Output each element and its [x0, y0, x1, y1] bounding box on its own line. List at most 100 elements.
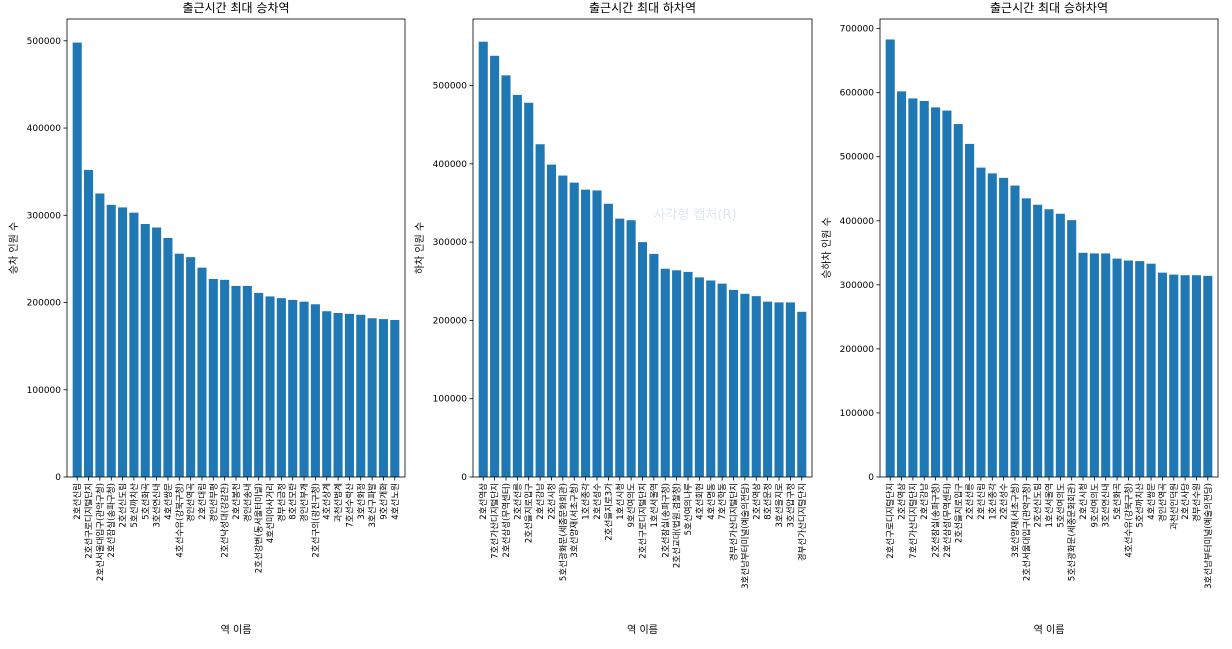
x-tick-label: 4호선쌍문 — [163, 483, 174, 520]
bar — [683, 271, 693, 477]
x-tick-label: 3호선양재(서초구청) — [569, 483, 580, 558]
bar — [1055, 213, 1065, 478]
x-tick-label: 7호선수락산 — [344, 483, 355, 528]
bar — [344, 313, 354, 477]
chart-title: 출근시간 최대 승차역 — [183, 1, 290, 15]
bar — [558, 175, 568, 477]
x-tick-label: 2호선삼성(무역센터) — [942, 483, 953, 558]
bar — [1101, 253, 1111, 477]
y-tick-label: 700000 — [840, 25, 875, 35]
x-tick-label: 5호선까치산 — [1135, 483, 1146, 528]
bar — [288, 299, 298, 477]
bar — [885, 39, 895, 477]
y-tick-label: 100000 — [433, 395, 468, 405]
bar — [1021, 198, 1031, 478]
x-tick-label: 3호선남부터미널(예술의전당) — [740, 483, 751, 589]
x-tick-label: 경인선역곡 — [186, 483, 197, 522]
x-tick-label: 2호선잠실(송파구청) — [931, 483, 942, 558]
bar — [1191, 275, 1201, 477]
x-tick-label: 2호선대림 — [197, 483, 208, 520]
x-tick-label: 1호선서울역 — [649, 483, 660, 528]
x-tick-label: 경부선수원 — [1191, 483, 1202, 522]
bar — [208, 278, 218, 477]
bar — [728, 289, 739, 477]
x-tick-label: 1호선서울역 — [1044, 483, 1055, 528]
x-tick-label: 2호선역삼 — [478, 483, 489, 520]
bar — [174, 253, 184, 477]
bar — [535, 144, 545, 477]
x-tick-label: 3호선압구정 — [785, 483, 796, 528]
x-axis-label: 역 이름 — [221, 624, 252, 636]
x-tick-label: 5호선여의도 — [1055, 483, 1066, 528]
bar — [106, 204, 116, 477]
x-tick-label: 5호선까치산 — [129, 483, 140, 528]
x-tick-label: 2호선교대(법원.검찰청) — [672, 483, 683, 568]
y-tick-label: 500000 — [27, 37, 62, 47]
bar — [356, 314, 366, 477]
bar — [1180, 275, 1190, 477]
x-tick-label: 8호선문정 — [763, 483, 774, 520]
x-tick-label: 2호선강남 — [535, 483, 546, 520]
bar — [490, 55, 500, 478]
bar — [672, 270, 682, 477]
bar — [129, 212, 139, 478]
bar — [919, 100, 929, 478]
bar — [84, 169, 94, 478]
x-axis-label: 역 이름 — [1034, 624, 1065, 636]
bar — [774, 302, 784, 477]
x-tick-label: 3호선구파발 — [367, 483, 378, 528]
bar — [694, 277, 704, 477]
bar — [152, 227, 162, 477]
y-tick-label: 100000 — [27, 386, 62, 396]
chart-boarding-alighting: 출근시간 최대 승하차역 0 100000 200000 300000 400000 500… — [820, 1, 1219, 636]
bar — [942, 110, 952, 477]
bar — [649, 253, 659, 477]
bar — [581, 189, 591, 478]
x-tick-label: 2호선구로디지털단지 — [885, 483, 896, 559]
x-tick-label: 1호선종각 — [987, 483, 998, 520]
bar — [546, 164, 557, 477]
x-tick-label: 5호선광화문(세종문화회관) — [558, 483, 569, 581]
x-tick-label: 4호선노원 — [391, 483, 401, 520]
x-tick-label: 2호선구로디지털단지 — [638, 483, 649, 559]
bar — [220, 279, 230, 477]
x-tick-label: 3호선화정 — [356, 483, 367, 520]
capture-watermark: 사각형 캡처(R) — [653, 208, 736, 223]
bar — [367, 318, 377, 477]
x-tick-label: 2호선신림 — [976, 483, 987, 520]
x-tick-label: 7호선가산디지털단지 — [490, 483, 501, 559]
x-tick-label: 2호선을지로입구 — [954, 483, 964, 543]
x-tick-label: 7호선학동 — [717, 483, 728, 520]
bar — [299, 301, 309, 477]
x-axis-label: 역 이름 — [627, 624, 658, 636]
bar — [751, 296, 761, 477]
bar — [603, 203, 613, 477]
x-tick-label: 7호선가산디지털단지 — [908, 483, 919, 559]
bar — [276, 298, 286, 477]
x-tick-label: 5호선화곡 — [141, 483, 151, 520]
x-tick-label: 4호선수유(강북구청) — [1123, 483, 1134, 558]
x-tick-label: 2호선시청 — [1079, 483, 1089, 520]
chart-title: 출근시간 최대 승하차역 — [990, 1, 1108, 15]
x-tick-label: 2호선구로디지털단지 — [84, 483, 95, 559]
y-axis-label: 승하차 인원 수 — [820, 217, 833, 279]
y-tick-label: 300000 — [433, 238, 468, 248]
bar — [310, 304, 320, 477]
x-tick-label: 경인선부개 — [299, 483, 310, 522]
x-tick-label: 3호선을지로 — [775, 483, 785, 528]
bar — [717, 283, 727, 477]
x-tick-label: 4호선미아사거리 — [265, 483, 276, 543]
bar — [478, 41, 488, 477]
x-tick-label: 2호선신도림 — [1033, 483, 1044, 528]
bar — [626, 220, 636, 477]
bar — [976, 167, 986, 478]
x-tick-label: 2호선신도림 — [118, 483, 129, 528]
bar — [197, 267, 207, 477]
y-tick-label: 200000 — [433, 316, 468, 326]
x-tick-label: 2호선서울대입구(관악구청) — [1021, 483, 1032, 581]
y-tick-label: 0 — [55, 473, 61, 483]
bar — [390, 319, 400, 477]
x-tick-label: 경인선부평 — [208, 483, 219, 522]
x-tick-label: 2호선삼성(무역센터) — [501, 483, 512, 558]
bar — [1123, 260, 1133, 477]
